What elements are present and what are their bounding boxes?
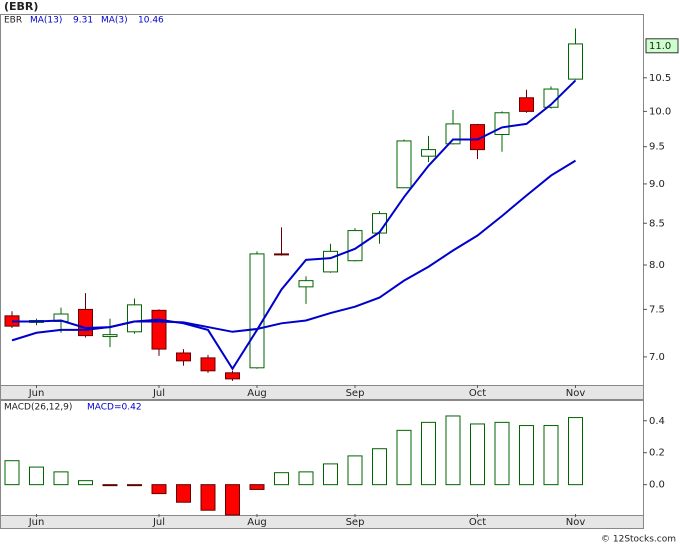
legend-value: 10.46: [138, 16, 164, 26]
y-tick-label: 10.0: [649, 106, 671, 117]
price-box-label: 11.0: [649, 41, 671, 52]
macd-bar: [372, 448, 387, 486]
macd-bar: [298, 471, 314, 486]
price-panel: [0, 14, 644, 386]
y-tick-label: 9.5: [649, 142, 665, 153]
ma-line: [12, 79, 577, 371]
macd-bar: [323, 463, 338, 486]
macd-bar: [396, 429, 412, 486]
y-tick-label: 0.2: [649, 448, 665, 459]
date-strip: [0, 515, 644, 529]
y-tick-label: 10.5: [649, 73, 671, 84]
macd-legend: MACD=0.42: [87, 403, 142, 413]
macd-bar: [445, 415, 461, 486]
legend-ticker: EBR: [4, 16, 22, 26]
macd-bar: [470, 423, 485, 486]
candle-body: [372, 213, 387, 234]
candle-body: [78, 308, 93, 337]
macd-bar: [519, 425, 534, 486]
macd-bar: [200, 484, 216, 511]
footer: © 12Stocks.com: [601, 535, 676, 545]
x-tick-label: Aug: [247, 517, 267, 528]
date-strip: [0, 385, 644, 400]
legend-label: MA(13): [30, 16, 62, 26]
candle-body: [274, 253, 289, 256]
macd-bar: [274, 472, 289, 486]
macd-bar: [225, 484, 240, 516]
candle-body: [200, 357, 216, 372]
macd-bar: [151, 484, 167, 495]
candle-body: [347, 230, 363, 262]
y-tick-label: 0.0: [649, 480, 665, 491]
x-tick-label: Sep: [346, 388, 365, 399]
macd-bar: [568, 417, 583, 486]
x-tick-label: Nov: [566, 388, 586, 399]
candle-body: [298, 280, 314, 288]
candle-body: [249, 253, 265, 369]
x-tick-label: Sep: [346, 517, 365, 528]
candle-body: [323, 250, 338, 273]
y-tick-label: 9.0: [649, 179, 665, 190]
x-tick-label: Oct: [469, 388, 486, 399]
candle-body: [396, 140, 412, 189]
macd-bar: [29, 466, 44, 486]
candle-body: [421, 149, 436, 157]
macd-bar: [543, 425, 559, 486]
y-tick-label: 7.5: [649, 304, 665, 315]
price-box: [645, 38, 679, 54]
candle-body: [127, 304, 142, 333]
legend-value: 9.31: [73, 16, 93, 26]
x-tick-label: Oct: [469, 517, 486, 528]
macd-bar: [78, 480, 93, 486]
macd-bar: [4, 460, 20, 486]
candle-body: [151, 309, 167, 350]
x-tick-label: Jun: [28, 388, 45, 399]
candle-body: [494, 112, 510, 135]
macd-bar: [347, 455, 363, 486]
macd-bar: [53, 471, 69, 486]
macd-bar: [102, 484, 118, 487]
macd-panel: [0, 400, 644, 516]
y-tick-label: 7.0: [649, 352, 665, 363]
x-tick-label: Nov: [566, 517, 586, 528]
candle-body: [519, 97, 534, 112]
y-tick-label: 0.4: [649, 416, 665, 427]
x-tick-label: Jul: [152, 388, 165, 399]
macd-bar: [494, 421, 510, 486]
candle-body: [102, 334, 118, 338]
chart-title: (EBR): [4, 0, 38, 13]
macd-bar: [421, 421, 436, 486]
legend-label: MA(3): [101, 16, 128, 26]
y-tick-label: 8.0: [649, 260, 665, 271]
x-tick-label: Jul: [152, 517, 165, 528]
x-tick-label: Jun: [28, 517, 45, 528]
candle-body: [176, 352, 191, 362]
x-tick-label: Aug: [247, 388, 267, 399]
y-tick-label: 8.5: [649, 218, 665, 229]
macd-bar: [127, 484, 142, 487]
candle-body: [568, 43, 583, 80]
candle-body: [225, 372, 240, 380]
macd-bar: [249, 484, 265, 490]
macd-bar: [176, 484, 191, 503]
macd-title: MACD(26,12,9): [4, 403, 72, 413]
